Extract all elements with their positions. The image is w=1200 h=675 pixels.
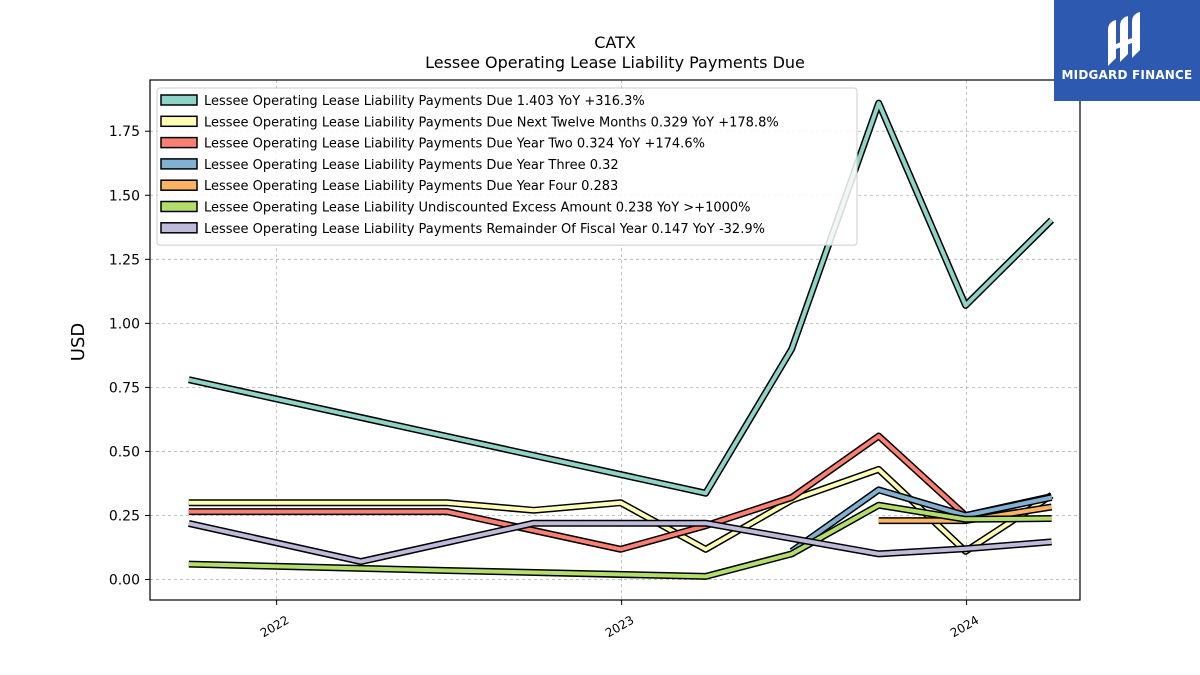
y-tick-label: 0.00 [109, 573, 140, 589]
x-tick-label: 2024 [948, 613, 981, 640]
legend-swatch [160, 94, 198, 106]
series-line [188, 521, 1052, 564]
series-group [188, 99, 1055, 580]
y-tick-label: 1.25 [109, 252, 140, 268]
chart-subtitle: Lessee Operating Lease Liability Payment… [425, 53, 805, 72]
series-line [188, 434, 1053, 552]
plot-frame [149, 79, 1081, 601]
legend-swatch [160, 136, 198, 149]
legend-swatch [160, 158, 198, 170]
series-line [790, 487, 1053, 553]
series-line [188, 503, 1052, 579]
legend-swatch [160, 222, 198, 234]
y-tick-label: 0.50 [109, 444, 140, 460]
y-tick-label: 1.75 [109, 124, 140, 140]
legend-entry: Lessee Operating Lease Liability Payment… [204, 137, 705, 152]
y-tick-label: 1.00 [109, 316, 140, 332]
x-tick-label: 2022 [258, 613, 291, 640]
legend-entry: Lessee Operating Lease Liability Payment… [204, 115, 779, 130]
brand-logo: MIDGARD FINANCE [1054, 0, 1200, 101]
midgard-logo-icon [1108, 12, 1140, 66]
y-tick-label: 1.50 [109, 188, 140, 204]
y-tick-label: 0.25 [109, 508, 140, 524]
legend-entry: Lessee Operating Lease Liability Payment… [204, 222, 765, 237]
x-tick-label: 2023 [603, 613, 636, 640]
series-outline [188, 432, 1053, 553]
y-tick-label: 0.75 [109, 380, 140, 396]
y-axis-label: USD [68, 323, 89, 361]
legend-entry: Lessee Operating Lease Liability Payment… [204, 94, 645, 109]
legend-entry: Lessee Operating Lease Liability Undisco… [204, 201, 751, 216]
legend: Lessee Operating Lease Liability Payment… [156, 87, 858, 246]
legend-entry: Lessee Operating Lease Liability Payment… [204, 179, 618, 194]
series-outline [188, 519, 1052, 566]
legend-swatch [160, 200, 198, 213]
legend-entry: Lessee Operating Lease Liability Payment… [204, 158, 619, 173]
legend-swatch [160, 115, 198, 128]
legend-box [156, 87, 858, 246]
legend-swatch [160, 179, 198, 191]
brand-name: MIDGARD FINANCE [1061, 68, 1193, 82]
chart-title: CATX [594, 33, 636, 52]
